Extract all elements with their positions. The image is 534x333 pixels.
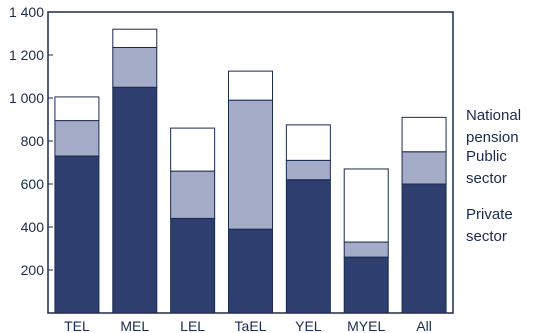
bar-segment-MYEL-1 [343, 241, 389, 258]
y-tick-label: 1 400 [9, 4, 44, 20]
y-tick-label: 1 000 [9, 90, 44, 106]
x-tick-label: All [416, 318, 432, 333]
y-tick-label: 600 [21, 176, 45, 192]
bar-segment-YEL-2 [285, 124, 331, 161]
x-tick-label: MEL [120, 318, 149, 333]
bar-segment-YEL-0 [285, 179, 331, 314]
bar-segment-TEL-1 [54, 120, 100, 157]
bar-segment-MEL-0 [112, 86, 158, 314]
legend-line: National [466, 107, 521, 124]
legend: Private sector Public sector National pension [466, 107, 521, 245]
y-tick-label: 800 [21, 133, 45, 149]
bar-segment-All-0 [401, 183, 447, 314]
x-tick-label: LEL [180, 318, 205, 333]
x-tick-label: YEL [295, 318, 322, 333]
x-tick-label: MYEL [347, 318, 385, 333]
y-tick-label: 1 200 [9, 47, 44, 63]
bar-segment-MYEL-2 [343, 168, 389, 243]
x-tick-labels: TEL MEL LEL TaEL YEL MYEL All [64, 318, 432, 333]
y-tick-label: 400 [21, 219, 45, 235]
legend-line: pension [466, 129, 519, 146]
x-tick-label: TEL [64, 318, 90, 333]
legend-entry-1: Public sector [466, 148, 507, 187]
bar-segment-MEL-1 [112, 46, 158, 88]
bar-segment-LEL-2 [170, 127, 216, 172]
y-tick-labels: 200 400 600 800 1 000 1 200 1 400 [9, 4, 53, 278]
legend-entry-2: National pension [466, 107, 521, 146]
bar-segment-TaEL-1 [228, 99, 273, 230]
bar-segment-All-1 [401, 151, 447, 185]
bar-segment-TEL-0 [54, 155, 100, 314]
bar-segment-TaEL-0 [228, 228, 273, 314]
bar-segment-LEL-0 [170, 217, 216, 314]
bar-segment-MYEL-0 [343, 256, 389, 314]
x-tick-label: TaEL [235, 318, 267, 333]
bars-layer [54, 28, 447, 314]
bar-segment-LEL-1 [170, 170, 216, 219]
bar-segment-All-2 [401, 116, 447, 153]
bar-segment-MEL-2 [112, 28, 158, 48]
bar-segment-YEL-1 [285, 159, 331, 181]
legend-entry-0: Private sector [466, 206, 513, 245]
legend-line: sector [466, 228, 507, 245]
bar-segment-TaEL-2 [228, 70, 273, 101]
legend-line: Private [466, 206, 513, 223]
legend-line: Public [466, 148, 507, 165]
bar-segment-TEL-2 [54, 96, 100, 122]
y-tick-label: 200 [21, 262, 45, 278]
legend-line: sector [466, 170, 507, 187]
